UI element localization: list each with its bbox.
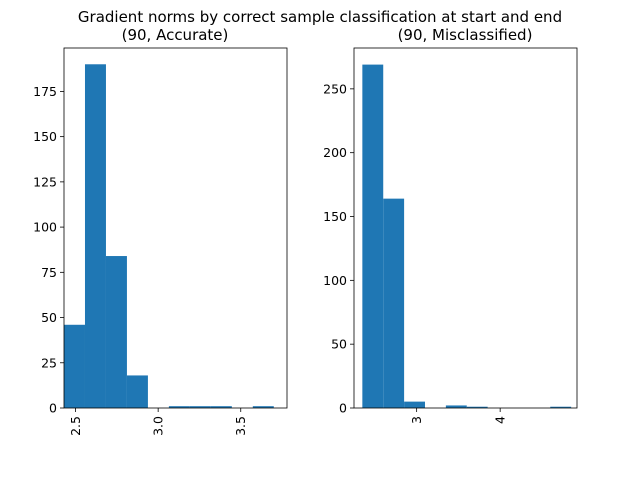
y-tick-label: 75	[41, 265, 57, 280]
histogram-bar	[64, 324, 85, 408]
histogram-bar	[210, 406, 232, 408]
y-axis-ticks: 0 50 100 150 200 250	[323, 81, 354, 416]
histogram-bar	[404, 401, 425, 408]
bars-group	[64, 64, 274, 408]
y-axis-ticks: 0 25 50 75 100 125 150 175	[33, 84, 64, 416]
y-tick-label: 125	[33, 174, 57, 189]
y-tick-label: 50	[41, 310, 57, 325]
y-tick-label: 150	[33, 129, 57, 144]
histogram-bar	[126, 375, 148, 408]
y-tick-label: 150	[323, 209, 347, 224]
histogram-bar	[466, 406, 488, 408]
x-tick-label: 2.5	[68, 416, 83, 436]
bars-group	[362, 64, 572, 408]
x-axis-ticks: 2.5 3.0 3.5	[68, 408, 248, 436]
histogram-bar	[252, 406, 274, 408]
figure-suptitle: Gradient norms by correct sample classif…	[78, 8, 562, 26]
y-tick-label: 200	[323, 145, 347, 160]
histogram-bar	[168, 406, 190, 408]
y-tick-label: 100	[323, 273, 347, 288]
subplot-accurate: (90, Accurate) 0 25 50 75 100 125 150 175 2.5 3.…	[33, 26, 288, 436]
x-tick-label: 3.5	[233, 416, 248, 436]
y-tick-label: 50	[331, 337, 347, 352]
y-tick-label: 25	[41, 355, 57, 370]
y-tick-label: 175	[33, 84, 57, 99]
histogram-bar	[445, 405, 467, 408]
subplot-title: (90, Accurate)	[122, 26, 229, 44]
y-tick-label: 0	[49, 401, 57, 416]
y-tick-label: 100	[33, 220, 57, 235]
plot-frame	[63, 47, 288, 409]
histogram-bar	[189, 406, 211, 408]
histogram-bar	[105, 256, 127, 408]
x-tick-label: 4	[493, 416, 508, 424]
plot-frame	[353, 47, 578, 409]
x-tick-label: 3	[409, 416, 424, 424]
histogram-bar	[84, 64, 106, 408]
x-tick-label: 3.0	[151, 416, 166, 436]
histogram-bar	[550, 406, 572, 408]
histogram-bar	[362, 64, 384, 408]
subplot-title: (90, Misclassified)	[398, 26, 533, 44]
y-tick-label: 0	[339, 401, 347, 416]
histogram-bar	[383, 198, 405, 408]
y-tick-label: 250	[323, 81, 347, 96]
